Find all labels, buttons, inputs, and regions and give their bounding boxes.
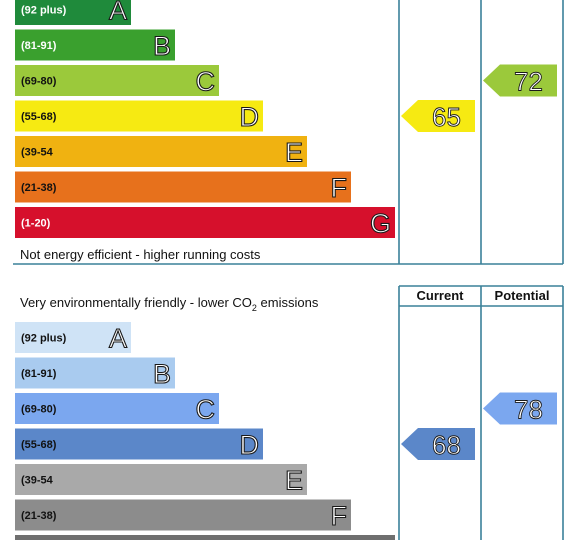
band-letter: A (109, 324, 127, 354)
energy-efficiency-panel: (92 plus) A (81-91) B (69-80) C (55-68) D (39-54… (15, 0, 557, 262)
band-bar-b (15, 29, 175, 61)
band-bar-a (15, 0, 131, 25)
band-letter: D (240, 430, 260, 460)
band-bar-f (15, 171, 351, 203)
band-range-label: (21-38) (21, 510, 57, 522)
environmental-impact-panel: Very environmentally friendly - lower CO… (15, 288, 557, 540)
environmental-impact-title: Very environmentally friendly - lower CO… (20, 295, 319, 313)
band-letter: D (240, 102, 260, 132)
band-range-label: (39-54 (21, 475, 54, 487)
potential-rating-value: 72 (514, 67, 543, 97)
potential-column-header: Potential (495, 288, 550, 303)
band-letter: A (109, 0, 127, 26)
title-suffix: emissions (257, 295, 319, 310)
current-rating-arrow (401, 100, 475, 132)
band-range-label: (55-68) (21, 439, 57, 451)
current-column-header: Current (417, 288, 465, 303)
energy-efficiency-footer-note: Not energy efficient - higher running co… (20, 247, 261, 262)
band-letter: G (370, 209, 391, 239)
title-main: Very environmentally friendly - lower CO (20, 295, 252, 310)
band-range-label: (1-20) (21, 218, 51, 230)
band-range-label: (81-91) (21, 368, 57, 380)
band-bar-b (15, 357, 175, 389)
band-range-label: (39-54 (21, 147, 54, 159)
band-bar-c (15, 65, 219, 96)
band-letter: B (153, 359, 171, 389)
band-bar-a (15, 322, 131, 353)
band-range-label: (69-80) (21, 404, 57, 416)
current-rating-value: 65 (432, 102, 461, 132)
band-range-label: (81-91) (21, 40, 57, 52)
band-bar-g (15, 535, 395, 540)
band-bar-d (15, 100, 263, 132)
potential-rating-arrow (483, 64, 557, 97)
band-bar-g (15, 207, 395, 238)
band-range-label: (21-38) (21, 182, 57, 194)
band-bar-f (15, 499, 351, 531)
band-bar-d (15, 428, 263, 460)
band-letter: C (196, 395, 216, 425)
band-range-label: (92 plus) (21, 5, 67, 17)
band-letter: E (285, 138, 303, 168)
band-letter: B (153, 31, 171, 61)
current-rating-value: 68 (432, 430, 461, 460)
band-bar-c (15, 393, 219, 424)
band-bar-e (15, 464, 307, 495)
band-letter: F (331, 501, 348, 531)
band-range-label: (92 plus) (21, 333, 67, 345)
band-letter: F (331, 173, 348, 203)
potential-rating-value: 78 (514, 395, 543, 425)
table-rules (13, 0, 564, 540)
band-bar-e (15, 136, 307, 167)
band-range-label: (69-80) (21, 76, 57, 88)
title-subscript: 2 (252, 303, 257, 313)
potential-rating-arrow (483, 392, 557, 425)
band-range-label: (55-68) (21, 111, 57, 123)
band-letter: E (285, 466, 303, 496)
band-letter: C (196, 67, 216, 97)
current-rating-arrow (401, 428, 475, 460)
